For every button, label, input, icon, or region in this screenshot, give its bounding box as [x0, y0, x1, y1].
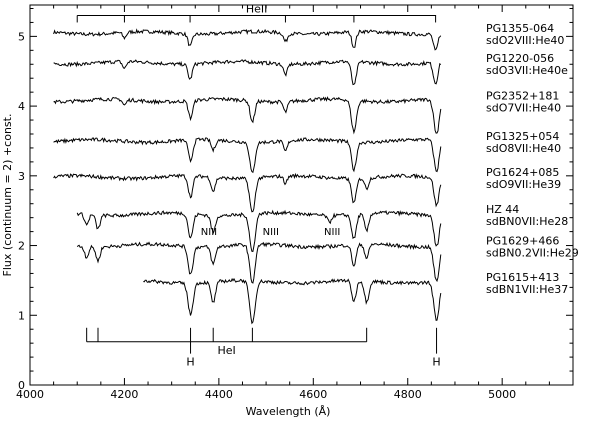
plot-frame	[29, 4, 574, 386]
spectrum-class-label: sdO3VII:He40e	[486, 64, 568, 77]
niii-label: NIII	[263, 227, 279, 238]
h-label: H	[186, 355, 194, 368]
line-annotations: HeII HeI H H NIII NIII NIII	[76, 2, 441, 368]
spectrum-name-label: PG2352+181	[486, 90, 559, 103]
y-tick-label: 5	[18, 30, 25, 43]
spectrum-line	[53, 96, 442, 135]
spectrum-name-label: PG1220-056	[486, 52, 554, 65]
spectrum-name-label: PG1615+413	[486, 271, 559, 284]
spectrum-class-label: sdO8VII:He40	[486, 142, 561, 155]
spectrum-name-label: PG1629+466	[486, 235, 559, 248]
spectrum-class-label: sdBN1VII:He37	[486, 283, 568, 296]
spectrum-line	[76, 209, 442, 252]
heii-label: HeII	[246, 2, 268, 15]
spectrum-line	[143, 277, 442, 325]
spectrum-class-label: sdO9VII:He39	[486, 178, 561, 191]
y-tick-label: 0	[18, 379, 25, 392]
spectrum-name-label: PG1325+054	[486, 130, 559, 143]
y-tick-label: 1	[18, 309, 25, 322]
spectra-group	[53, 28, 442, 325]
x-tick-label: 5000	[488, 388, 516, 401]
niii-label: NIII	[324, 227, 340, 238]
spectrum-class-label: sdO2VIII:He40	[486, 34, 564, 47]
spectrum-line	[53, 28, 442, 51]
y-tick-label: 2	[18, 240, 25, 253]
x-tick-label: 4000	[16, 388, 44, 401]
plot-axes: 4000 4200 4400 4600 4800 5000 0 1 2 3 4 5	[16, 4, 574, 401]
y-axis-label: Flux (continuum = 2) +const.	[1, 114, 14, 277]
x-tick-label: 4400	[205, 388, 233, 401]
spectrum-line	[53, 59, 442, 86]
spectrum-class-label: sdBN0.2VII:He29	[486, 247, 579, 260]
spectrum-name-label: PG1624+085	[486, 166, 559, 179]
spectrum-line	[76, 241, 442, 284]
hei-label: HeI	[218, 344, 236, 357]
niii-label: NIII	[201, 227, 217, 238]
spectrum-class-label: sdBN0VII:He28	[486, 215, 568, 228]
y-tick-label: 3	[18, 170, 25, 183]
spectrum-class-label: sdO7VII:He40	[486, 102, 561, 115]
spectrum-line	[53, 137, 442, 174]
x-axis-label: Wavelength (Å)	[246, 405, 331, 418]
x-tick-label: 4200	[110, 388, 138, 401]
y-tick-label: 4	[18, 100, 25, 113]
spectrum-line	[53, 172, 442, 213]
h-label: H	[432, 355, 440, 368]
x-tick-label: 4600	[299, 388, 327, 401]
x-tick-label: 4800	[394, 388, 422, 401]
spectrum-name-label: HZ 44	[486, 203, 519, 216]
spectrum-name-label: PG1355-064	[486, 22, 554, 35]
